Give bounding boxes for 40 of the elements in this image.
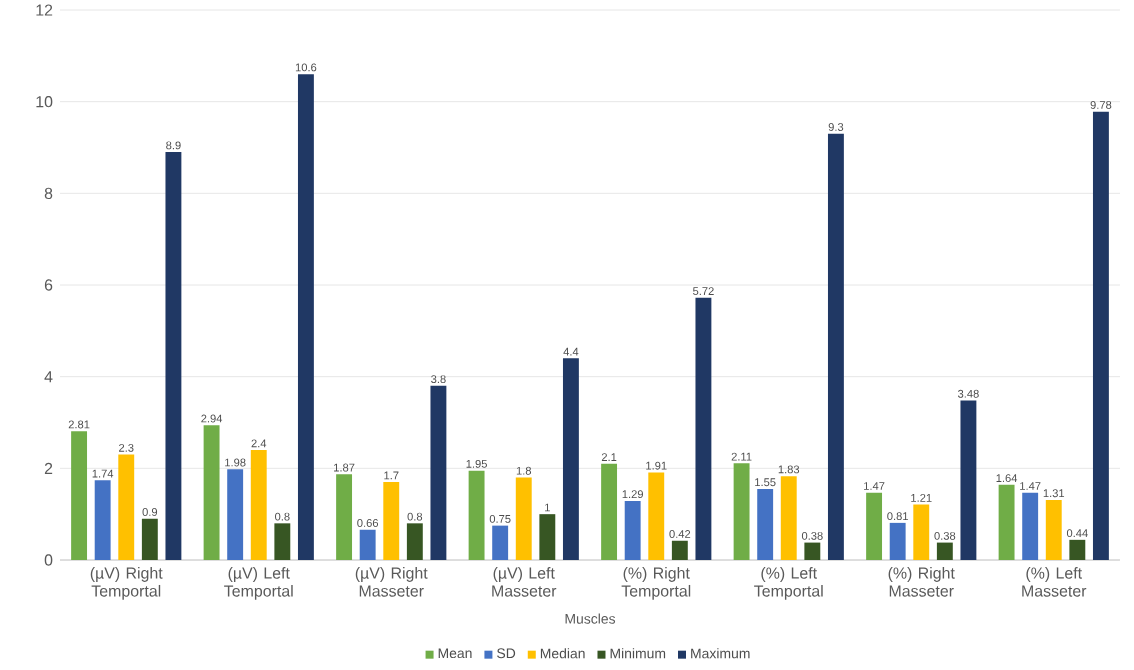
bar (562, 358, 579, 560)
bar (274, 523, 291, 560)
bar (913, 504, 930, 560)
bar (539, 514, 556, 560)
bar (250, 450, 267, 560)
bar (430, 385, 447, 560)
bar (492, 525, 509, 560)
bar (936, 542, 953, 560)
bar (406, 523, 423, 560)
bar (227, 469, 244, 560)
bar (336, 474, 353, 560)
bar (601, 463, 618, 560)
bar (71, 431, 88, 560)
bar (165, 152, 182, 560)
bar (359, 529, 376, 560)
bar (866, 492, 883, 560)
bar (383, 482, 400, 560)
bar (757, 488, 774, 560)
bar (203, 425, 220, 560)
bar (94, 480, 111, 560)
bar (118, 454, 135, 560)
bar (297, 74, 314, 560)
bar (827, 133, 844, 560)
bar (671, 540, 688, 560)
bar (998, 484, 1015, 560)
bar (780, 476, 797, 560)
bar (624, 500, 641, 560)
bar (889, 522, 906, 560)
bar (733, 463, 750, 560)
bar (1069, 539, 1086, 560)
bar (141, 518, 158, 560)
bar (1022, 492, 1039, 560)
bar (960, 400, 977, 560)
bar (648, 472, 665, 560)
bar (515, 477, 532, 560)
bar (695, 297, 712, 560)
bar (1045, 499, 1062, 560)
bar (468, 470, 485, 560)
bar (1092, 111, 1109, 560)
bar (804, 542, 821, 560)
